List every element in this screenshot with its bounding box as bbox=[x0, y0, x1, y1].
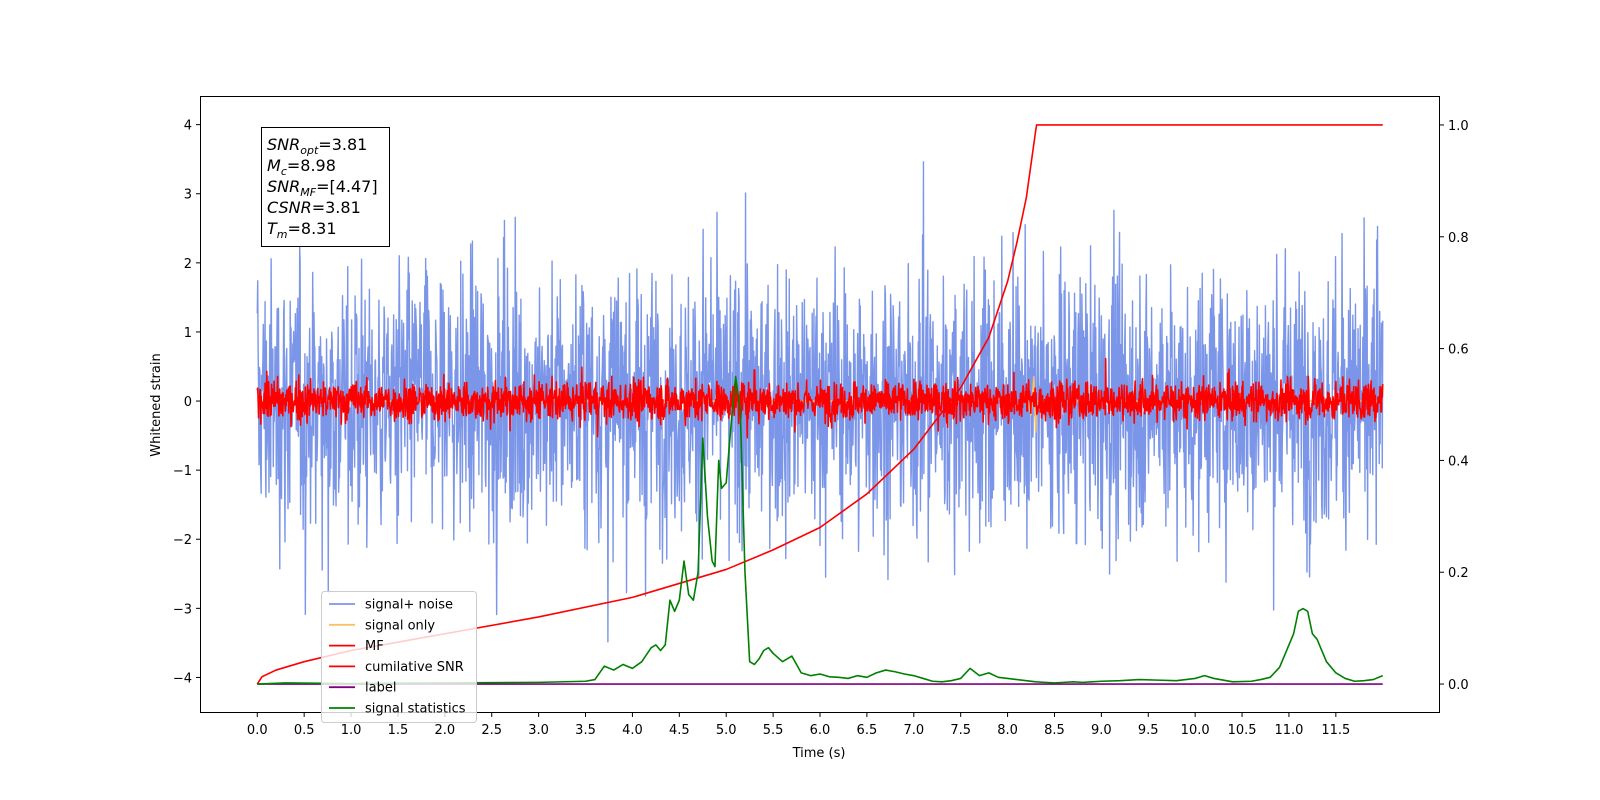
y-axis-left: −4 −3 −2 −1 0 1 2 3 4 bbox=[173, 119, 201, 686]
x-tick-label: 5.5 bbox=[763, 723, 784, 738]
legend-label: signal only bbox=[365, 618, 435, 633]
y-right-tick-label: 1.0 bbox=[1448, 119, 1469, 134]
y-tick-label: −2 bbox=[173, 533, 192, 548]
x-tick-label: 4.5 bbox=[669, 723, 690, 738]
x-tick-label: 7.5 bbox=[950, 723, 971, 738]
legend: signal+ noise signal only MF cumilative SNR… bbox=[321, 591, 477, 723]
y-axis-right: 0.0 0.2 0.4 0.6 0.8 1.0 bbox=[1439, 119, 1469, 693]
series-line-5 bbox=[257, 375, 1384, 685]
y-right-tick-label: 0.8 bbox=[1448, 231, 1469, 246]
x-tick-label: 9.0 bbox=[1091, 723, 1112, 738]
x-tick-label: 2.0 bbox=[435, 723, 456, 738]
x-tick-label: 6.5 bbox=[857, 723, 878, 738]
y-tick-label: −1 bbox=[173, 464, 192, 479]
annotation-line: SNRMF=[4.47] bbox=[267, 177, 378, 199]
y-axis-label: Whitened strain bbox=[149, 353, 164, 456]
x-tick-label: 4.0 bbox=[622, 723, 643, 738]
x-tick-label: 2.5 bbox=[481, 723, 502, 738]
y-right-tick-label: 0.2 bbox=[1448, 566, 1469, 581]
x-tick-label: 3.5 bbox=[575, 723, 596, 738]
legend-label: signal statistics bbox=[365, 702, 466, 717]
y-tick-label: 4 bbox=[184, 119, 192, 134]
x-tick-label: 8.0 bbox=[997, 723, 1018, 738]
y-right-tick-label: 0.0 bbox=[1448, 678, 1469, 693]
x-axis: 0.0 0.5 1.0 1.5 2.0 2.5 3.0 3.5 4.0 4.5 5.0 5.5 6.0 6… bbox=[247, 712, 1350, 738]
annotation-line: CSNR=3.81 bbox=[267, 198, 361, 217]
x-axis-label: Time (s) bbox=[792, 746, 846, 761]
y-tick-label: 0 bbox=[184, 395, 192, 410]
y-right-tick-label: 0.6 bbox=[1448, 343, 1469, 358]
legend-label: signal+ noise bbox=[365, 598, 453, 613]
y-tick-label: −3 bbox=[173, 602, 192, 617]
y-tick-label: 2 bbox=[184, 257, 192, 272]
y-tick-label: −4 bbox=[173, 671, 192, 686]
legend-label: MF bbox=[365, 639, 384, 654]
annotation-line: Tm=8.31 bbox=[267, 219, 337, 241]
annotation-frame bbox=[261, 127, 390, 247]
x-tick-label: 11.0 bbox=[1274, 723, 1303, 738]
x-tick-label: 1.0 bbox=[341, 723, 362, 738]
y-right-tick-label: 0.4 bbox=[1448, 454, 1469, 469]
x-tick-label: 6.0 bbox=[810, 723, 831, 738]
x-tick-label: 0.5 bbox=[294, 723, 315, 738]
x-tick-label: 8.5 bbox=[1044, 723, 1065, 738]
annotation-line: SNRopt=3.81 bbox=[267, 135, 367, 157]
x-tick-label: 1.5 bbox=[388, 723, 409, 738]
legend-label: label bbox=[365, 681, 396, 696]
annotation-line: Mc=8.98 bbox=[267, 156, 336, 178]
legend-frame bbox=[321, 591, 477, 723]
series-line-2 bbox=[256, 357, 1384, 439]
y-tick-label: 1 bbox=[184, 326, 192, 341]
x-tick-label: 5.0 bbox=[716, 723, 737, 738]
y-tick-label: 3 bbox=[184, 188, 192, 203]
legend-label: cumilative SNR bbox=[365, 660, 464, 675]
x-tick-label: 7.0 bbox=[903, 723, 924, 738]
x-tick-label: 11.5 bbox=[1321, 723, 1350, 738]
x-tick-label: 10.5 bbox=[1228, 723, 1257, 738]
x-tick-label: 10.0 bbox=[1181, 723, 1210, 738]
x-tick-label: 0.0 bbox=[247, 723, 268, 738]
x-tick-label: 9.5 bbox=[1138, 723, 1159, 738]
series-line-0 bbox=[256, 161, 1384, 643]
x-tick-label: 3.0 bbox=[528, 723, 549, 738]
